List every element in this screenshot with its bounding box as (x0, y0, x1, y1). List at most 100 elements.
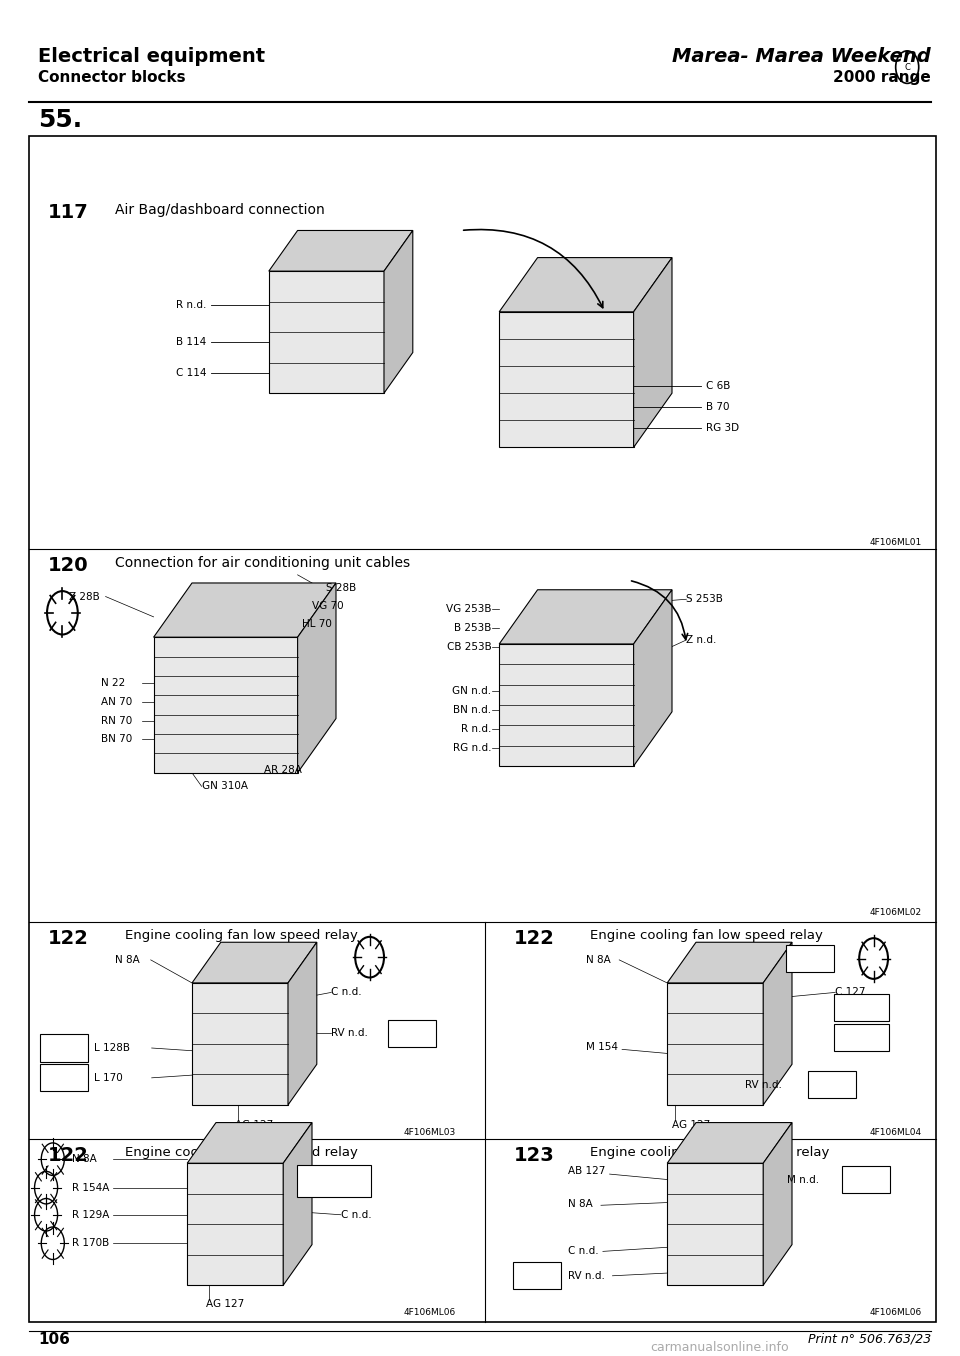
Text: S 28B: S 28B (326, 583, 357, 594)
Text: BN 70: BN 70 (101, 734, 132, 744)
Polygon shape (154, 637, 298, 773)
FancyBboxPatch shape (40, 1035, 88, 1062)
Text: AG 127: AG 127 (672, 1120, 710, 1131)
Text: Connection for air conditioning unit cables: Connection for air conditioning unit cab… (115, 556, 410, 570)
Text: 1596: 1596 (52, 1073, 77, 1083)
Polygon shape (269, 271, 384, 393)
Polygon shape (499, 644, 634, 766)
Text: Print n° 506.763/23: Print n° 506.763/23 (808, 1333, 931, 1347)
Text: N 8A: N 8A (586, 955, 611, 965)
Text: AN 70: AN 70 (101, 697, 132, 708)
Polygon shape (667, 1123, 792, 1163)
Polygon shape (269, 231, 413, 271)
FancyBboxPatch shape (808, 1071, 856, 1098)
Text: C 6B: C 6B (706, 381, 730, 392)
Text: BN n.d.: BN n.d. (453, 705, 492, 716)
Text: Engine cooling fan low speed relay: Engine cooling fan low speed relay (125, 929, 358, 941)
Text: Engine cooling fan low speed relay: Engine cooling fan low speed relay (125, 1146, 358, 1158)
Text: 4F106ML06: 4F106ML06 (404, 1309, 456, 1317)
Text: N 22: N 22 (101, 678, 125, 689)
Text: RG n.d.: RG n.d. (453, 743, 492, 754)
Text: 1910-JTD: 1910-JTD (305, 1176, 361, 1186)
Text: 1998: 1998 (820, 1079, 845, 1090)
Text: HL 70: HL 70 (302, 618, 332, 629)
Polygon shape (298, 583, 336, 773)
Text: 4F106ML06: 4F106ML06 (870, 1309, 922, 1317)
Text: R 170B: R 170B (72, 1238, 109, 1249)
FancyBboxPatch shape (834, 994, 889, 1021)
Text: 1998: 1998 (849, 1002, 874, 1013)
Text: 4F106ML04: 4F106ML04 (870, 1128, 922, 1136)
FancyBboxPatch shape (513, 1262, 561, 1290)
Text: C n.d.: C n.d. (568, 1246, 599, 1257)
Polygon shape (667, 942, 792, 983)
Text: B 253B: B 253B (454, 622, 492, 633)
Text: L 170: L 170 (94, 1073, 123, 1083)
Text: AB 127: AB 127 (568, 1166, 606, 1177)
Text: RV n.d.: RV n.d. (331, 1028, 368, 1039)
Text: N 8A: N 8A (568, 1199, 593, 1210)
Text: 1596: 1596 (798, 953, 823, 964)
Text: Marea- Marea Weekend: Marea- Marea Weekend (672, 47, 931, 66)
Text: L 128B: L 128B (94, 1043, 130, 1054)
Text: AG 127: AG 127 (235, 1120, 274, 1131)
Text: carmanualsonline.info: carmanualsonline.info (651, 1341, 789, 1355)
Text: 1596: 1596 (849, 1032, 874, 1043)
Text: M 154: M 154 (586, 1041, 617, 1052)
Text: B 114: B 114 (176, 336, 206, 347)
FancyBboxPatch shape (388, 1020, 436, 1047)
Text: Electrical equipment: Electrical equipment (38, 47, 266, 66)
Text: GN n.d.: GN n.d. (452, 686, 492, 697)
FancyBboxPatch shape (842, 1166, 890, 1193)
Text: Air Bag/dashboard connection: Air Bag/dashboard connection (115, 203, 324, 217)
Text: Engine cooling fan low speed relay: Engine cooling fan low speed relay (590, 929, 824, 941)
FancyBboxPatch shape (29, 136, 936, 1322)
Polygon shape (288, 942, 317, 1105)
Text: 106: 106 (38, 1332, 70, 1347)
Text: AR 28A: AR 28A (264, 765, 301, 776)
Text: VG 70: VG 70 (312, 601, 344, 612)
Text: 55.: 55. (38, 108, 83, 133)
Text: C n.d.: C n.d. (341, 1210, 372, 1220)
Text: 2000 range: 2000 range (833, 71, 931, 85)
Polygon shape (154, 583, 336, 637)
Polygon shape (499, 590, 672, 644)
FancyBboxPatch shape (786, 945, 834, 972)
Text: RG 3D: RG 3D (706, 423, 739, 434)
Polygon shape (192, 942, 317, 983)
Polygon shape (667, 983, 763, 1105)
Text: 122: 122 (514, 929, 555, 948)
Text: 123: 123 (514, 1146, 554, 1165)
Text: 1596: 1596 (853, 1174, 878, 1185)
FancyArrowPatch shape (464, 229, 603, 308)
FancyArrowPatch shape (632, 580, 687, 640)
Text: B 70: B 70 (706, 401, 729, 412)
Text: RN 70: RN 70 (101, 716, 132, 727)
Text: CB 253B: CB 253B (446, 641, 492, 652)
Text: GN 310A: GN 310A (202, 781, 248, 792)
Polygon shape (763, 1123, 792, 1285)
Text: C 127: C 127 (835, 987, 866, 998)
Text: 1998: 1998 (524, 1271, 549, 1281)
Text: Z 28B: Z 28B (69, 591, 100, 602)
Text: RV n.d.: RV n.d. (745, 1079, 781, 1090)
Text: S 253B: S 253B (686, 594, 723, 605)
Text: C 114: C 114 (176, 367, 206, 378)
Polygon shape (667, 1163, 763, 1285)
Text: C: C (904, 62, 910, 72)
Polygon shape (187, 1163, 283, 1285)
Text: 120: 120 (48, 556, 88, 575)
Text: 117: 117 (48, 203, 88, 222)
Polygon shape (187, 1123, 312, 1163)
Polygon shape (763, 942, 792, 1105)
Text: 4F106ML03: 4F106ML03 (404, 1128, 456, 1136)
Text: 1998: 1998 (399, 1028, 424, 1039)
Polygon shape (634, 590, 672, 766)
Text: Engine cooling fan high speed relay: Engine cooling fan high speed relay (590, 1146, 829, 1158)
Text: Connector blocks: Connector blocks (38, 71, 186, 85)
Text: R n.d.: R n.d. (176, 300, 206, 311)
Text: R n.d.: R n.d. (461, 724, 492, 735)
Text: C n.d.: C n.d. (331, 987, 362, 998)
Polygon shape (192, 983, 288, 1105)
Polygon shape (283, 1123, 312, 1285)
